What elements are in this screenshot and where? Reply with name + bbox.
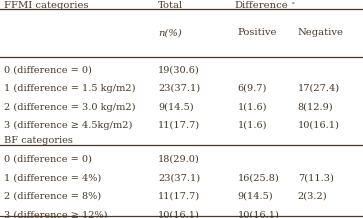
- Text: 9(14.5): 9(14.5): [238, 192, 273, 201]
- Text: 11(17.7): 11(17.7): [158, 192, 200, 201]
- Text: Total: Total: [158, 1, 183, 10]
- Text: Negative: Negative: [298, 28, 344, 37]
- Text: Difference: Difference: [234, 1, 288, 10]
- Text: 17(27.4): 17(27.4): [298, 84, 340, 93]
- Text: 0 (difference = 0): 0 (difference = 0): [4, 65, 91, 74]
- Text: 9(14.5): 9(14.5): [158, 102, 193, 111]
- Text: 1(1.6): 1(1.6): [238, 102, 267, 111]
- Text: 23(37.1): 23(37.1): [158, 173, 200, 182]
- Text: FFMI categories: FFMI categories: [4, 1, 88, 10]
- Text: 10(16.1): 10(16.1): [158, 210, 200, 218]
- Text: 16(25.8): 16(25.8): [238, 173, 280, 182]
- Text: 1 (difference = 4%): 1 (difference = 4%): [4, 173, 101, 182]
- Text: 8(12.9): 8(12.9): [298, 102, 333, 111]
- Text: n(%): n(%): [158, 28, 182, 37]
- Text: 3 (difference ≥ 12%): 3 (difference ≥ 12%): [4, 210, 107, 218]
- Text: 1 (difference = 1.5 kg/m2): 1 (difference = 1.5 kg/m2): [4, 84, 135, 93]
- Text: 2(3.2): 2(3.2): [298, 192, 327, 201]
- Text: 10(16.1): 10(16.1): [298, 121, 339, 130]
- Text: 19(30.6): 19(30.6): [158, 65, 200, 74]
- Text: 10(16.1): 10(16.1): [238, 210, 280, 218]
- Text: 23(37.1): 23(37.1): [158, 84, 200, 93]
- Text: 7(11.3): 7(11.3): [298, 173, 334, 182]
- Text: 0 (difference = 0): 0 (difference = 0): [4, 155, 91, 164]
- Text: 6(9.7): 6(9.7): [238, 84, 267, 93]
- Text: 2 (difference = 8%): 2 (difference = 8%): [4, 192, 101, 201]
- Text: 11(17.7): 11(17.7): [158, 121, 200, 130]
- Text: BF categories: BF categories: [4, 136, 73, 145]
- Text: 3 (difference ≥ 4.5kg/m2): 3 (difference ≥ 4.5kg/m2): [4, 121, 132, 130]
- Text: ᵃ: ᵃ: [292, 1, 295, 9]
- Text: 2 (difference = 3.0 kg/m2): 2 (difference = 3.0 kg/m2): [4, 102, 135, 112]
- Text: Positive: Positive: [238, 28, 277, 37]
- Text: 18(29.0): 18(29.0): [158, 155, 200, 164]
- Text: 1(1.6): 1(1.6): [238, 121, 267, 130]
